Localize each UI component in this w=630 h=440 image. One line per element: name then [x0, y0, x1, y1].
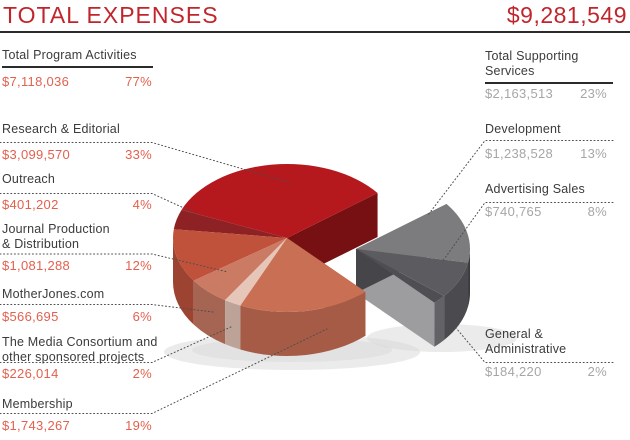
page-title: TOTAL EXPENSES — [3, 2, 219, 28]
value-motherjones-com: $566,695 6% — [2, 309, 152, 324]
pie-slice-research-editorial — [181, 164, 378, 238]
pie-wall-general-administrative — [434, 295, 445, 347]
leader-line-outreach — [0, 193, 198, 215]
amount-text: $1,743,267 — [2, 418, 71, 433]
pie-wall-membership — [240, 291, 366, 356]
label-research-editorial: Research & Editorial — [2, 122, 120, 136]
amount-text: $184,220 — [485, 364, 542, 379]
value-general-administrative: $184,220 2% — [485, 364, 607, 379]
pie-slice-outreach — [173, 209, 287, 238]
pie-wall-development — [468, 249, 470, 307]
leader-line-journal-production — [0, 253, 229, 273]
label-outreach: Outreach — [2, 172, 56, 186]
pie-wall-journal-production-distribution — [173, 238, 194, 325]
pie-slice-journal-production-distribution — [172, 229, 287, 281]
amount-text: $740,765 — [485, 204, 542, 219]
value-development: $1,238,528 13% — [485, 146, 607, 161]
header-rule — [0, 31, 630, 33]
pie-wall-advertising-sales — [444, 262, 469, 340]
leader-line-advertising-sales — [441, 202, 614, 263]
percent-text: 6% — [132, 309, 152, 324]
pie-slice-motherjones-com — [193, 238, 287, 301]
label-advertising-sales: Advertising Sales — [485, 182, 585, 196]
percent-text: 13% — [580, 146, 607, 161]
leader-line-research-editorial — [0, 142, 292, 184]
percent-text: 12% — [125, 258, 152, 273]
label-journal-production: Journal Production & Distribution — [2, 222, 110, 251]
label-motherjones-com: MotherJones.com — [2, 287, 105, 301]
amount-text: $2,163,513 — [485, 86, 554, 101]
percent-text: 2% — [132, 366, 152, 381]
percent-text: 23% — [580, 86, 607, 101]
value-advertising-sales: $740,765 8% — [485, 204, 607, 219]
value-research-editorial: $3,099,570 33% — [2, 147, 152, 162]
percent-text: 33% — [125, 147, 152, 162]
amount-text: $566,695 — [2, 309, 59, 324]
pie-slice-general-administrative — [356, 249, 445, 303]
pie-wall-the-media-consortium-and-other-sponsored-projects — [225, 300, 241, 350]
percent-text: 77% — [125, 74, 152, 89]
percent-text: 19% — [125, 418, 152, 433]
leader-line-motherjones-com — [0, 304, 214, 313]
value-journal-production: $1,081,288 12% — [2, 258, 152, 273]
label-general-administrative: General & Administrative — [485, 327, 567, 356]
amount-text: $226,014 — [2, 366, 59, 381]
value-membership: $1,743,267 19% — [2, 418, 152, 433]
total-amount: $9,281,549 — [506, 2, 627, 28]
leader-line-membership — [0, 328, 328, 414]
pie-slice-membership — [240, 238, 366, 313]
value-outreach: $401,202 4% — [2, 197, 152, 212]
value-total-supporting-services: $2,163,513 23% — [485, 86, 607, 101]
amount-text: $1,238,528 — [485, 146, 554, 161]
amount-text: $7,118,036 — [2, 74, 70, 89]
label-development: Development — [485, 122, 561, 136]
leader-line-media-consortium — [0, 325, 234, 363]
pie-slice-the-media-consortium-and-other-sponsored-projects — [225, 238, 287, 306]
pie-wall-motherjones-com — [193, 280, 226, 345]
amount-text: $1,081,288 — [2, 258, 71, 273]
percent-text: 8% — [587, 204, 607, 219]
percent-text: 4% — [132, 197, 152, 212]
leader-line-development — [427, 140, 614, 216]
label-membership: Membership — [2, 397, 73, 411]
pie-slice-advertising-sales — [356, 249, 469, 296]
percent-text: 2% — [587, 364, 607, 379]
pie-slice-development — [356, 204, 470, 263]
amount-text: $3,099,570 — [2, 147, 71, 162]
amount-text: $401,202 — [2, 197, 59, 212]
label-total-program-activities: Total Program Activities — [2, 48, 153, 68]
label-media-consortium: The Media Consortium and other sponsored… — [2, 335, 158, 364]
value-media-consortium: $226,014 2% — [2, 366, 152, 381]
label-total-supporting-services: Total Supporting Services — [485, 49, 613, 84]
value-total-program-activities: $7,118,036 77% — [2, 74, 152, 89]
